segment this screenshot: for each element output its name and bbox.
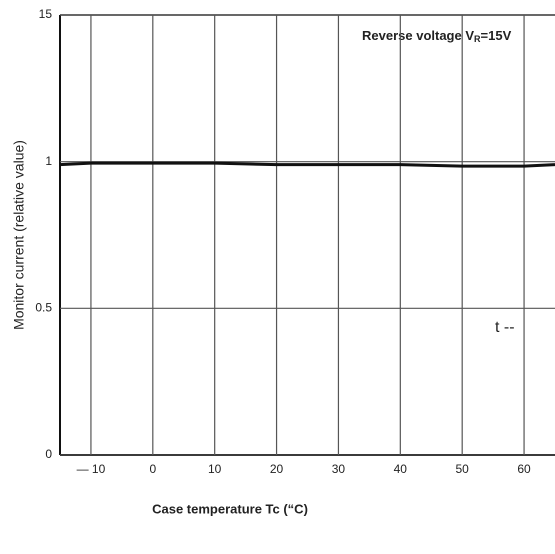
x-tick-label: 0 xyxy=(149,462,156,476)
y-tick-label: 1 xyxy=(45,154,52,168)
x-tick-label: 50 xyxy=(456,462,470,476)
y-axis-label: Monitor current (relative value) xyxy=(11,140,27,330)
annotation-tail: =15V xyxy=(481,28,512,43)
x-axis-label: Case temperature Tc (“C) xyxy=(152,501,308,516)
y-tick-label: 15 xyxy=(39,7,53,21)
y-tick-label: 0.5 xyxy=(35,301,52,315)
x-tick-label: 60 xyxy=(517,462,531,476)
annotation: Reverse voltage VR=15V xyxy=(362,28,512,44)
x-tick-label: 40 xyxy=(394,462,408,476)
x-tick-label: 30 xyxy=(332,462,346,476)
data-line xyxy=(59,161,555,168)
y-tick-label: 0 xyxy=(45,447,52,461)
annotation-sub: R xyxy=(474,34,481,44)
annotation-text: Reverse voltage V xyxy=(362,28,474,43)
note: t -- xyxy=(495,319,515,336)
x-tick-label: — 10 xyxy=(77,462,106,476)
x-tick-label: 10 xyxy=(208,462,222,476)
x-tick-label: 20 xyxy=(270,462,284,476)
